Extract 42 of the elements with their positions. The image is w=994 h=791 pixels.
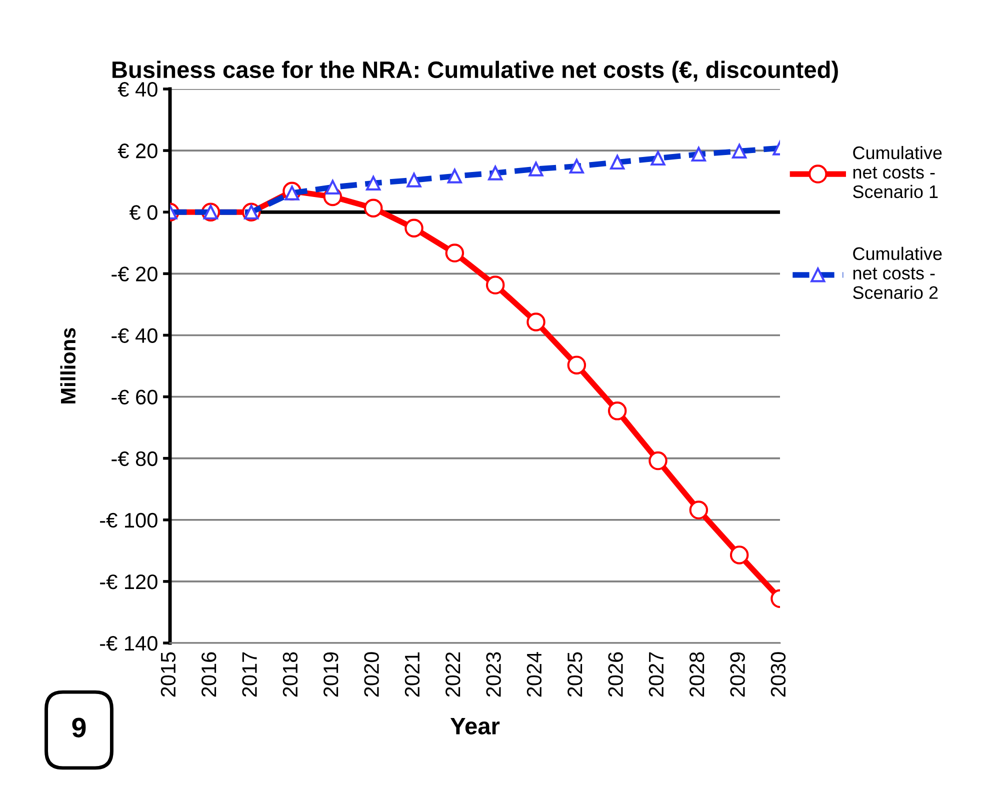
y-tick-label: -€ 40 [112,328,158,343]
x-axis-title: Year [450,718,500,734]
point [486,276,505,294]
x-tick-label: 2024 [526,652,542,697]
y-tick-label: -€ 60 [112,390,158,405]
y-axis-title: Millions [60,328,76,404]
point [526,312,546,332]
x-tick-label: 2029 [730,652,745,697]
x-tick-label: 2023 [486,652,501,697]
point [364,198,383,218]
x-tick-label: 2019 [324,652,338,697]
text: 9 [72,718,86,738]
y-tick-label: € 20 [118,144,158,158]
point [404,218,424,238]
x-tick-label: 2017 [242,652,257,697]
y-tick-label: € 0 [129,205,158,220]
x-tick-label: 2015 [160,652,176,697]
y-tick-label: € 40 [118,82,158,97]
point [648,451,668,470]
x-tick-label: 2027 [648,652,664,697]
point [608,402,627,420]
y-tick-label: -€ 100 [100,512,158,528]
y-tick-label: -€ 80 [112,451,158,466]
point [730,546,749,564]
point [445,244,464,262]
y-tick-label: -€ 120 [100,574,158,590]
x-tick-label: 2016 [202,652,216,697]
chart-title: Business case for the NRA: Cumulative net costs (€, discounted) [112,60,838,83]
point [567,356,586,374]
x-tick-label: 2026 [608,652,623,697]
y-tick-label: -€ 140 [100,636,158,651]
y-tick-label: -€ 20 [112,266,158,282]
legend-label: Cumulative net costs - Scenario 2 [853,246,942,299]
x-tick-label: 2028 [690,652,704,697]
point [689,500,708,520]
x-tick-label: 2025 [568,652,582,697]
legend-label: Cumulative net costs - Scenario 1 [853,146,942,198]
x-tick-label: 2022 [446,652,460,697]
x-tick-label: 2021 [404,652,420,697]
x-tick-label: 2030 [770,652,786,697]
x-tick-label: 2018 [282,652,298,697]
x-tick-label: 2020 [364,652,379,697]
